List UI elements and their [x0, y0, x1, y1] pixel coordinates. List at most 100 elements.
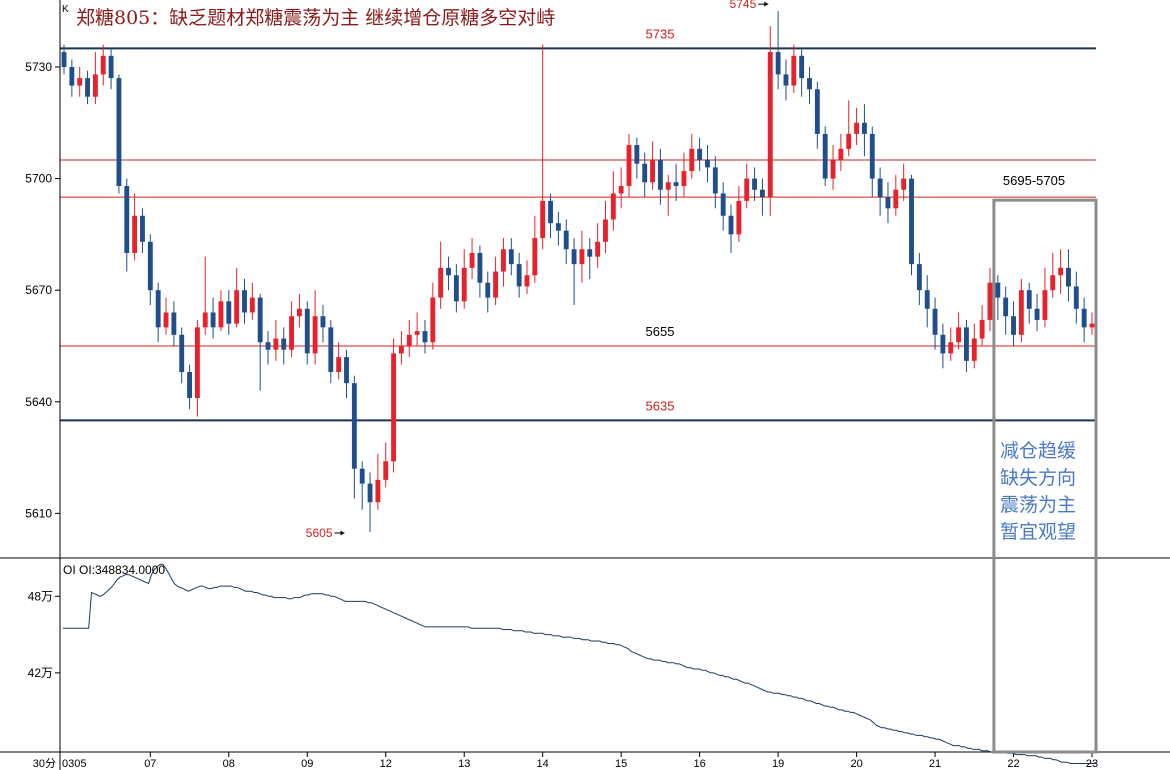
candle-body	[783, 74, 789, 86]
candle-body	[422, 331, 428, 343]
note-line: 震荡为主	[999, 494, 1076, 516]
candle-body	[77, 78, 83, 86]
candle-body	[202, 312, 208, 328]
time-tick-label: 14	[537, 758, 549, 770]
candle-body	[838, 148, 844, 160]
candle-body	[673, 182, 679, 186]
candle-body	[767, 52, 773, 198]
time-tick-label: 16	[694, 758, 706, 770]
candle-body	[759, 189, 765, 198]
candle-body	[877, 178, 883, 198]
candle-body	[453, 275, 459, 302]
time-tick-label: 23	[1086, 758, 1098, 770]
candle-body	[85, 78, 90, 97]
candle-body	[916, 264, 922, 291]
analysis-note: 减仓趋缓 缺失方向 震荡为主 暂宜观望	[986, 438, 1090, 546]
candle-body	[893, 189, 899, 209]
candle-body	[603, 219, 608, 242]
candle-body	[924, 290, 930, 309]
candle-body	[493, 271, 499, 298]
candle-body	[861, 122, 867, 134]
candle-body	[108, 55, 114, 79]
candle-body	[807, 78, 812, 90]
candle-body	[92, 74, 98, 97]
price-tick-label: 5670	[25, 283, 52, 297]
candle-body	[155, 290, 161, 328]
candle-body	[469, 252, 475, 268]
price-tick-label: 5610	[25, 506, 52, 520]
candle-body	[391, 353, 397, 462]
candle-body	[359, 468, 365, 484]
corner-mark: K	[62, 4, 69, 15]
candle-body	[791, 55, 797, 86]
level-label: 5735	[646, 26, 675, 41]
candle-body	[979, 319, 985, 339]
candle-body	[187, 372, 192, 399]
candle-body	[1073, 286, 1079, 309]
candle-body	[1042, 290, 1048, 320]
price-level-lines: 5735 5695-5705 5655 5635	[60, 26, 1096, 422]
chart-annotations: 5745 5605	[306, 0, 1098, 754]
candle-body	[956, 327, 962, 343]
candle-body	[854, 122, 860, 134]
candle-body	[799, 55, 805, 79]
time-tick-label: 21	[929, 758, 941, 770]
note-line: 缺失方向	[999, 467, 1076, 489]
candle-body	[438, 267, 444, 298]
candle-body	[265, 342, 271, 350]
candle-body	[869, 133, 875, 179]
candle-body	[289, 316, 295, 350]
oi-panel-title: OI OI:348834.0000	[63, 563, 165, 577]
candle-body	[296, 308, 302, 317]
candle-body	[744, 178, 750, 201]
candle-body	[446, 267, 451, 276]
candle-body	[846, 133, 852, 149]
candle-body	[234, 290, 240, 324]
oi-series-line	[63, 563, 1096, 764]
candle-body	[932, 308, 938, 335]
candle-body	[179, 334, 185, 372]
price-tick-label: 5700	[25, 172, 52, 186]
candle-body	[775, 52, 781, 75]
candle-body	[681, 171, 687, 186]
oi-tick-label: 48万	[28, 589, 53, 603]
time-tick-label: 19	[772, 758, 784, 770]
price-tick-label: 5730	[25, 60, 52, 74]
candle-body	[171, 312, 177, 335]
candle-body	[1003, 297, 1009, 317]
candle-body	[226, 301, 232, 324]
time-tick-label: 22	[1007, 758, 1019, 770]
candle-body	[132, 215, 138, 253]
time-tick-label: 12	[380, 758, 392, 770]
candle-body	[367, 483, 373, 503]
candle-body	[634, 145, 640, 164]
candle-body	[752, 178, 757, 190]
chart-title: 郑糖805：缺乏题材郑糖震荡为主 继续增仓原糖多空对峙	[76, 7, 556, 29]
candle-body	[257, 297, 263, 343]
candle-body	[595, 241, 601, 257]
time-tick-label: 13	[458, 758, 470, 770]
level-label: 5695-5705	[1003, 173, 1065, 188]
candle-body	[281, 338, 287, 350]
open-interest-line	[63, 563, 1096, 764]
price-extreme-label: 5605	[306, 526, 333, 540]
candle-body	[147, 241, 153, 291]
candle-body	[705, 159, 710, 168]
candle-body	[375, 479, 381, 503]
candle-body	[304, 308, 310, 354]
time-unit-label: 30分	[33, 757, 56, 770]
note-line: 减仓趋缓	[999, 440, 1076, 462]
candle-body	[948, 342, 954, 354]
candle-body	[61, 52, 67, 67]
candle-body	[712, 167, 718, 194]
candle-body	[140, 215, 145, 242]
candle-body	[116, 78, 122, 186]
pointer-arrow-head	[764, 1, 769, 7]
candle-body	[610, 193, 616, 220]
candle-body	[242, 290, 247, 313]
candle-body	[210, 312, 216, 328]
candle-body	[430, 297, 436, 343]
candle-body	[657, 159, 663, 190]
